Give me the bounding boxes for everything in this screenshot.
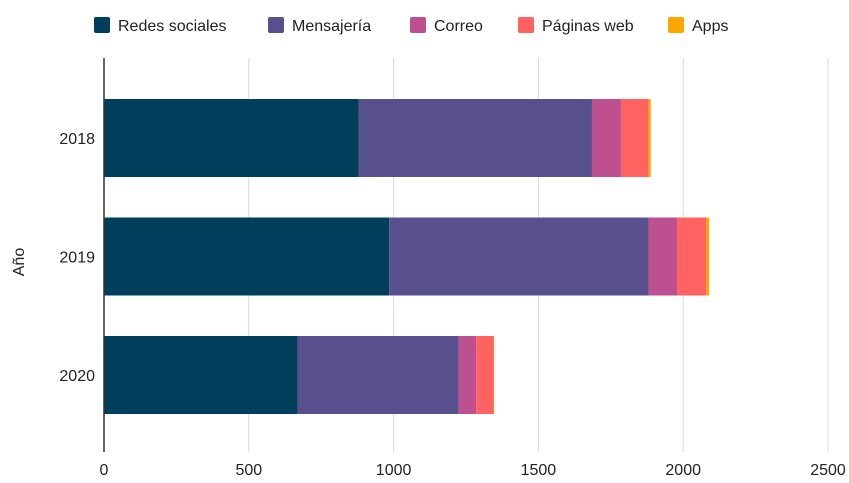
legend-item-3: Páginas web <box>518 17 634 35</box>
y-tick-label-2020: 2020 <box>59 368 95 385</box>
bar-2018-series-1 <box>358 99 592 177</box>
bar-2020-series-3 <box>476 336 494 414</box>
legend-swatch-1 <box>268 17 284 33</box>
legend-swatch-2 <box>410 17 426 33</box>
x-tick-label-0: 0 <box>100 462 109 479</box>
legend-item-0: Redes sociales <box>94 17 227 35</box>
legend-item-1: Mensajería <box>268 17 371 35</box>
bar-2019-series-1 <box>389 217 649 296</box>
legend-item-4: Apps <box>668 17 728 35</box>
bar-2020-series-1 <box>297 336 459 414</box>
y-axis-title: Año <box>11 248 28 277</box>
bar-2019-series-3 <box>677 217 707 296</box>
bar-2018-series-4 <box>648 99 651 177</box>
legend-label-0: Redes sociales <box>118 18 227 35</box>
bar-2018-series-2 <box>591 99 621 177</box>
x-tick-label-1500: 1500 <box>521 462 557 479</box>
legend-swatch-3 <box>518 17 534 33</box>
bar-2019-series-4 <box>706 217 710 296</box>
x-tick-labels: 0 500 1000 1500 2000 2500 <box>100 462 846 479</box>
bar-2019-series-0 <box>104 217 390 296</box>
x-tick-label-1000: 1000 <box>376 462 412 479</box>
y-tick-labels: 2018 2019 2020 <box>59 131 95 385</box>
bar-2020-series-2 <box>458 336 477 414</box>
legend-label-1: Mensajería <box>292 18 371 35</box>
bar-2018-series-0 <box>104 99 359 177</box>
legend-label-3: Páginas web <box>542 18 634 35</box>
bars <box>104 99 710 414</box>
bar-2019-series-2 <box>648 217 678 296</box>
legend-item-2: Correo <box>410 17 483 35</box>
legend: Redes sociales Mensajería Correo Páginas we… <box>94 17 728 35</box>
x-tick-label-2500: 2500 <box>810 462 846 479</box>
x-tick-label-2000: 2000 <box>665 462 701 479</box>
legend-swatch-4 <box>668 17 684 33</box>
y-tick-label-2018: 2018 <box>59 131 95 148</box>
legend-label-4: Apps <box>692 18 728 35</box>
bar-2020-series-0 <box>104 336 298 414</box>
legend-label-2: Correo <box>434 18 483 35</box>
y-tick-label-2019: 2019 <box>59 250 95 267</box>
bar-2020-series-4 <box>493 336 495 414</box>
x-tick-label-500: 500 <box>235 462 262 479</box>
bar-2018-series-3 <box>620 99 649 177</box>
legend-swatch-0 <box>94 17 110 33</box>
